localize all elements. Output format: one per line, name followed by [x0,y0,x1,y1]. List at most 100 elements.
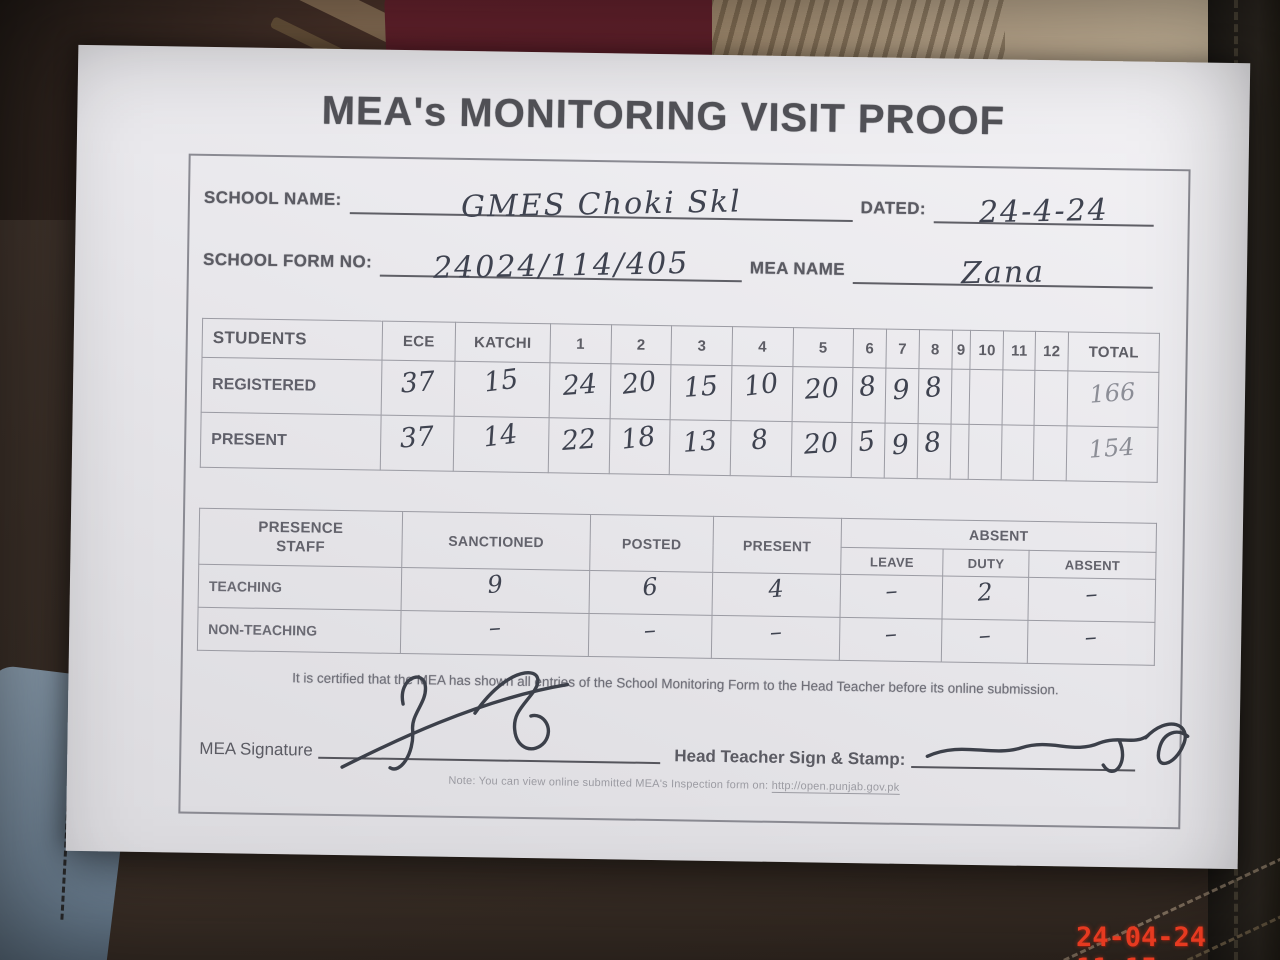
handwritten-value: 14 [481,418,520,454]
sanctioned-header: SANCTIONED [401,511,591,571]
table-cell: 20 [790,421,853,478]
table-cell: 2 [942,575,1029,621]
column-header: 3 [671,325,733,366]
column-header: 6 [853,328,887,369]
handwritten-value: 10 [741,367,780,403]
dated-underline: 24-4-24 [933,191,1155,231]
handwritten-value: – [883,576,898,606]
table-cell: 15 [454,361,550,418]
handwritten-value: 4 [767,574,785,604]
table-cell: 9 [884,423,918,479]
column-header: 8 [918,329,953,370]
head-teacher-label: Head Teacher Sign & Stamp: [674,746,906,770]
handwritten-value: 2 [976,577,994,607]
column-header: 12 [1034,331,1069,371]
staff-table: PRESENCE STAFF SANCTIONED POSTED PRESENT… [197,508,1157,666]
column-header: 5 [792,327,854,368]
handwritten-value: – [1083,622,1098,652]
table-cell: 20 [791,366,854,423]
mea-signature-scribble [340,671,570,771]
staff-corner-line1: PRESENCE [258,518,344,537]
column-header: 10 [970,330,1004,370]
handwritten-value: 22 [560,423,597,457]
handwritten-value: 9 [891,373,912,406]
table-cell: 154 [1066,425,1159,483]
form-no-underline: 24024/114/405 [379,244,743,286]
table-cell [968,424,1003,480]
table-cell: 22 [548,417,610,474]
mea-name-label: MEA NAME [749,258,846,279]
table-cell: 8 [916,423,951,480]
table-cell: 9 [401,567,590,614]
table-cell: – [840,574,943,619]
handwritten-value: 6 [641,572,660,602]
students-table: STUDENTS ECE KATCHI 1 2 3 4 5 6 7 8 9 10 11 12 TOTAL RE… [200,318,1160,483]
table-cell [950,369,971,425]
table-cell [1033,425,1068,481]
table-cell: 24 [549,362,611,419]
column-header: STUDENTS [202,318,383,361]
table-cell: – [1028,577,1156,623]
mea-signature-label: MEA Signature [199,739,313,760]
table-cell: 5 [851,422,886,479]
table-cell: – [588,613,713,659]
column-header: 4 [731,326,794,367]
table-cell: 4 [712,572,841,618]
table-cell [949,424,970,480]
handwritten-value: 20 [802,426,840,461]
students-table-body: REGISTERED 37 15 24 20 15 10 20 8 9 8 166 PRESENT 37 1… [200,357,1159,483]
form-no-value: 24024/114/405 [432,245,690,286]
row-label: REGISTERED [201,357,382,416]
column-header: TOTAL [1067,331,1160,373]
mea-name-underline: Zana [852,252,1154,292]
handwritten-value: 15 [481,363,520,399]
column-header: KATCHI [454,322,551,363]
table-cell: 8 [730,420,792,477]
table-cell: 37 [381,360,455,417]
posted-header: POSTED [589,514,714,573]
handwritten-value: 24 [561,368,598,402]
school-name-label: SCHOOL NAME: [203,187,342,209]
mea-signature-block: MEA Signature [199,671,674,771]
dated-value: 24-4-24 [978,192,1110,231]
mea-name-value: Zana [960,254,1046,292]
form-no-label: SCHOOL FORM NO: [202,249,373,272]
school-name-underline: GMES Choki Skl [349,182,853,225]
staff-corner-header: PRESENCE STAFF [198,508,403,568]
handwritten-value: 18 [619,420,658,456]
table-cell: 8 [852,367,886,424]
handwritten-value: 20 [803,371,841,406]
head-teacher-signature-scribble [925,722,1190,774]
duty-header: DUTY [942,548,1030,578]
table-cell: 15 [670,364,732,421]
table-cell: 166 [1067,370,1159,428]
row-label: TEACHING [198,564,402,611]
handwritten-value: 9 [890,428,911,461]
handwritten-value: 5 [856,424,878,458]
table-cell [1001,424,1034,481]
leave-header: LEAVE [840,547,944,576]
handwritten-value: 13 [681,424,719,459]
school-name-row: SCHOOL NAME: GMES Choki Skl DATED: 24-4-… [203,170,1163,231]
staff-table-body: TEACHING 9 6 4 – 2 – NON-TEACHING – – – – – – [197,564,1156,666]
handwritten-value: 20 [620,365,659,401]
table-cell: – [941,618,1029,664]
absent-header: ABSENT [1028,550,1157,580]
table-cell: – [839,617,943,662]
handwritten-value: – [768,617,783,647]
handwritten-value: – [1084,579,1099,609]
table-cell: 37 [380,415,455,472]
table-cell [1033,370,1068,426]
head-teacher-signature-line [911,722,1190,774]
table-cell: – [1027,620,1155,666]
dated-label: DATED: [860,198,927,219]
row-label: NON-TEACHING [197,607,402,654]
staff-corner-line2: STAFF [276,537,326,556]
table-cell [969,369,1004,425]
camera-timestamp: 24-04-24 11:15 [1076,922,1207,960]
staff-header-row-1: PRESENCE STAFF SANCTIONED POSTED PRESENT… [198,508,1157,575]
form-title: MEA's MONITORING VISIT PROOF [321,88,1006,144]
mea-signature-line [318,671,661,771]
handwritten-value: 154 [1087,432,1136,464]
